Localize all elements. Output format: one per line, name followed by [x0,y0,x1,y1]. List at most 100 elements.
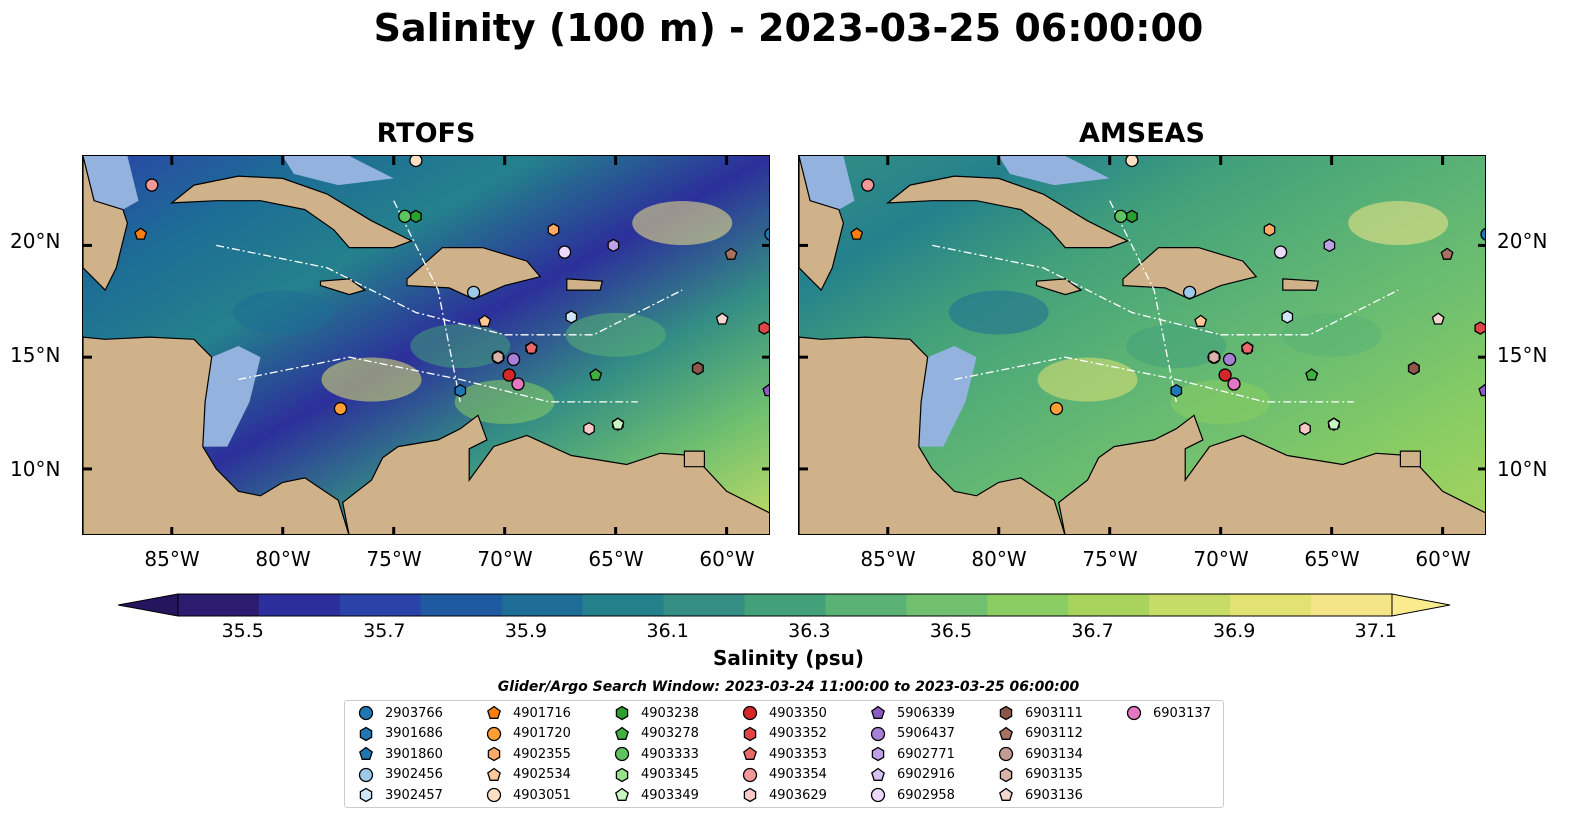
colorbar-segment [339,594,422,616]
float-marker-6902771 [607,238,620,253]
lon-label-65w-left: 65°W [588,547,644,571]
jamaica-land [319,278,367,296]
float-marker-6903112 [724,247,738,260]
float-marker-6903135 [492,350,504,364]
hispaniola-land [1122,246,1258,300]
float-marker-6903111 [1407,361,1420,376]
float-marker-4903350 [1218,368,1232,382]
float-marker-4901720 [333,401,348,416]
eez-boundary-line [238,356,638,403]
legend-marker-hexagon-icon [615,767,629,782]
lat-label-15n-right: 15°N [1497,343,1548,367]
legend-label: 6902958 [897,787,955,803]
float-marker-3902457 [565,310,578,324]
colorbar-label: Salinity (psu) [712,646,864,670]
legend: 2903766 3901686 3901860 3902456 3902457 49017… [344,700,1224,808]
float-marker-4902355 [1263,223,1276,237]
colorbar-tick-label: 36.5 [929,620,973,642]
legend-item-3902456: 3902456 [357,766,443,784]
legend-marker-hexagon-icon [615,705,629,721]
bahamas-shelf [282,156,394,186]
salinity-eddy [1348,201,1449,246]
legend-item-2903766: 2903766 [357,704,443,722]
legend-label: 6903137 [1153,705,1211,721]
salinity-eddy [321,357,422,402]
legend-item-4903051: 4903051 [485,786,571,804]
float-marker-6902958 [557,245,572,259]
panel-title-rtofs: RTOFS [376,118,476,149]
colorbar-segment [258,594,341,616]
legend-label: 4903350 [769,705,827,721]
hispaniola-land [406,246,542,300]
legend-marker-pentagon-icon [615,726,629,740]
legend-marker-hexagon-icon [999,767,1013,782]
salinity-eddy [565,312,666,357]
legend-label: 4903349 [641,787,699,803]
legend-label: 4903354 [769,767,827,782]
float-marker-3902457 [1281,310,1294,324]
salinity-eddy [454,379,555,424]
legend-label: 6902916 [897,767,955,782]
lon-label-60w-right: 60°W [1415,547,1471,571]
legend-marker-circle-icon [358,767,374,782]
lon-label-70w-right: 70°W [1193,547,1249,571]
legend-item-4903350: 4903350 [741,704,827,722]
legend-marker-circle-icon [614,746,630,762]
legend-marker-pentagon-icon [359,746,373,760]
legend-marker-hexagon-icon [743,726,757,741]
colorbar-extend-low [117,593,179,617]
puerto-rico-land [1282,278,1320,291]
salinity-eddy [232,290,333,335]
legend-marker-circle-icon [1126,705,1142,721]
lon-label-60w-left: 60°W [699,547,755,571]
legend-marker-hexagon-icon [999,705,1013,721]
legend-item-4903349: 4903349 [613,786,699,804]
lon-label-80w-left: 80°W [255,547,311,571]
legend-item-6902916: 6902916 [869,766,955,784]
legend-item-6903112: 6903112 [997,725,1083,743]
lon-label-85w-right: 85°W [860,547,916,571]
colorbar [117,592,1452,622]
yucatan-land [83,156,129,292]
legend-marker-pentagon-icon [871,767,885,781]
float-marker-4903353 [1240,341,1254,354]
panel-title-amseas: AMSEAS [1079,118,1205,149]
legend-marker-hexagon-icon [359,726,373,741]
float-marker-2903766 [764,227,769,241]
legend-item-4903238: 4903238 [613,704,699,722]
lon-label-65w-right: 65°W [1304,547,1360,571]
legend-item-5906339: 5906339 [869,704,955,722]
nicaragua-shelf [202,346,261,447]
eez-boundary-line [954,356,1354,403]
legend-item-6903134: 6903134 [997,745,1083,763]
colorbar-segment [744,594,826,616]
colorbar-tick-label: 36.1 [646,620,689,642]
lon-label-75w-left: 75°W [366,547,422,571]
lon-label-70w-left: 70°W [477,547,533,571]
legend-item-4903352: 4903352 [741,725,827,743]
legend-marker-circle-icon [870,726,886,741]
legend-label: 2903766 [385,705,443,721]
legend-marker-hexagon-icon [359,787,373,803]
colorbar-segment [1149,594,1231,616]
legend-label: 3901860 [385,746,443,762]
float-marker-4903353 [524,341,538,354]
legend-item-6902958: 6902958 [869,786,955,804]
float-marker-4903238 [410,209,422,224]
central-america-land [799,336,1066,534]
colorbar-segment [420,594,503,616]
legend-label: 3902457 [385,787,443,803]
legend-marker-hexagon-icon [743,787,757,803]
trinidad-land [1399,450,1422,468]
float-marker-4902534 [1194,314,1208,327]
legend-title: Glider/Argo Search Window: 2023-03-24 11… [497,679,1080,695]
legend-label: 5906339 [897,705,955,721]
float-marker-2903766 [1480,227,1485,241]
eez-boundary-line [216,244,683,336]
lon-label-85w-left: 85°W [144,547,200,571]
eez-boundary-line [393,200,461,403]
float-marker-4901716 [134,227,148,240]
legend-item-6903111: 6903111 [997,704,1083,722]
float-marker-4902355 [547,223,560,237]
float-marker-3902456 [466,285,481,300]
